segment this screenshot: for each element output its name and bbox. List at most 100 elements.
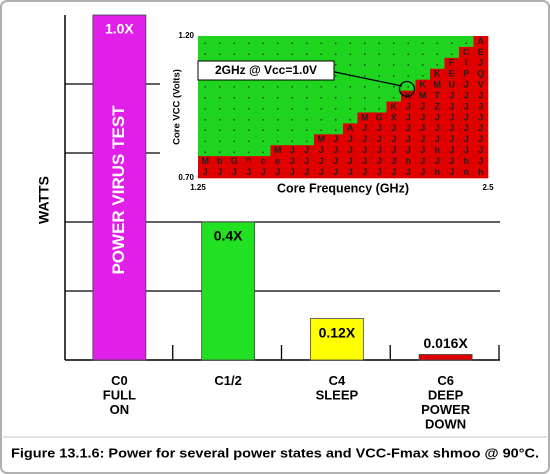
fail-cell (430, 101, 445, 113)
fail-cell (386, 134, 402, 146)
fail-cell (372, 167, 387, 179)
bar (92, 14, 147, 361)
fail-cell (430, 90, 445, 102)
fail-cell (314, 167, 329, 179)
fail-cell (357, 145, 373, 157)
fail-cell (459, 167, 474, 179)
fail-cell (270, 167, 286, 179)
fail-cell (357, 123, 373, 135)
fail-cell (343, 145, 358, 157)
fail-cell (401, 167, 416, 179)
annotation-box (197, 60, 335, 81)
fail-cell (473, 145, 489, 157)
annotation: 2GHz @ Vcc=1.0V (215, 63, 317, 77)
fail-cell (430, 134, 445, 146)
caption: Figure 13.1.6: Power for several power s… (11, 445, 539, 460)
fail-cell (328, 145, 344, 157)
fail-cell (372, 145, 387, 157)
fail-cell (415, 79, 431, 91)
fail-cell (285, 167, 300, 179)
y-tick-label: 1.20 (178, 31, 194, 40)
fail-cell (401, 156, 416, 168)
value-label: 0.4X (214, 228, 243, 244)
fail-cell (444, 57, 460, 70)
fail-cell (227, 167, 242, 179)
fail-cell (415, 101, 431, 113)
fail-cell (343, 134, 358, 146)
fail-cell (444, 68, 460, 80)
fail-cell (386, 145, 402, 157)
fail-cell (459, 145, 474, 157)
fail-cell (256, 167, 271, 179)
fail-cell (386, 156, 402, 168)
fail-cell (459, 46, 474, 59)
fail-cell (444, 156, 460, 168)
fail-cell (459, 123, 474, 135)
fail-cell (459, 57, 474, 70)
fail-cell (473, 134, 489, 146)
fail-cell (343, 156, 358, 168)
fail-cell (444, 90, 460, 102)
fail-cell (357, 156, 373, 168)
fail-cell (415, 123, 431, 135)
fail-cell (444, 123, 460, 135)
x-tick-label: C6 DEEP POWER DOWN (421, 373, 471, 432)
fail-cell (372, 134, 387, 146)
fail-cell (415, 134, 431, 146)
fail-cell (314, 145, 329, 157)
fail-cell (256, 156, 271, 168)
fail-cell (415, 156, 431, 168)
x-tick-label: C1/2 (214, 373, 241, 388)
fail-cell (473, 156, 489, 168)
fail-cell (328, 167, 344, 179)
fail-cell (473, 112, 489, 124)
fail-cell (372, 156, 387, 168)
fail-cell (357, 167, 373, 179)
fail-cell (299, 167, 315, 179)
fail-cell (285, 156, 300, 168)
fail-cell (212, 167, 228, 179)
y-axis-label: Core VCC (Volts) (172, 69, 183, 145)
fail-cell (459, 79, 474, 91)
fail-cell (415, 167, 431, 179)
fail-cell (430, 123, 445, 135)
fail-cell (343, 167, 358, 179)
x-tick-label: 1.25 (190, 183, 206, 192)
fail-cell (372, 112, 387, 124)
bar (309, 318, 364, 361)
fail-cell (270, 145, 286, 157)
value-label: 1.0X (105, 21, 134, 37)
fail-cell (444, 79, 460, 91)
annotation-leader (329, 70, 403, 87)
fail-cell (386, 101, 402, 113)
fail-cell (444, 145, 460, 157)
fail-cell (314, 156, 329, 168)
y-axis-label: WATTS (36, 176, 52, 224)
fail-cell (401, 101, 416, 113)
x-tick-label: 2.5 (482, 183, 494, 192)
fail-cell (473, 79, 489, 91)
fail-cell (415, 145, 431, 157)
fail-cell (473, 57, 489, 70)
fail-cell (430, 68, 445, 80)
fail-cell (198, 167, 213, 179)
y-tick-label: 0.70 (178, 173, 194, 182)
value-label: 0.12X (319, 324, 356, 340)
fail-cell (270, 156, 286, 168)
fail-cell (227, 156, 242, 168)
fail-cell (459, 90, 474, 102)
fail-cell (386, 167, 402, 179)
fail-cell (343, 123, 358, 135)
fail-cell (459, 134, 474, 146)
fail-cell (401, 112, 416, 124)
fail-cell (241, 167, 257, 179)
fail-cell (444, 112, 460, 124)
fail-cell (198, 156, 213, 168)
fail-cell (401, 123, 416, 135)
fail-cell (299, 145, 315, 157)
fail-cell (328, 156, 344, 168)
fail-cell (444, 134, 460, 146)
fail-cell (386, 112, 402, 124)
fail-cell (473, 36, 489, 48)
x-axis-label: Core Frequency (GHz) (277, 181, 409, 195)
